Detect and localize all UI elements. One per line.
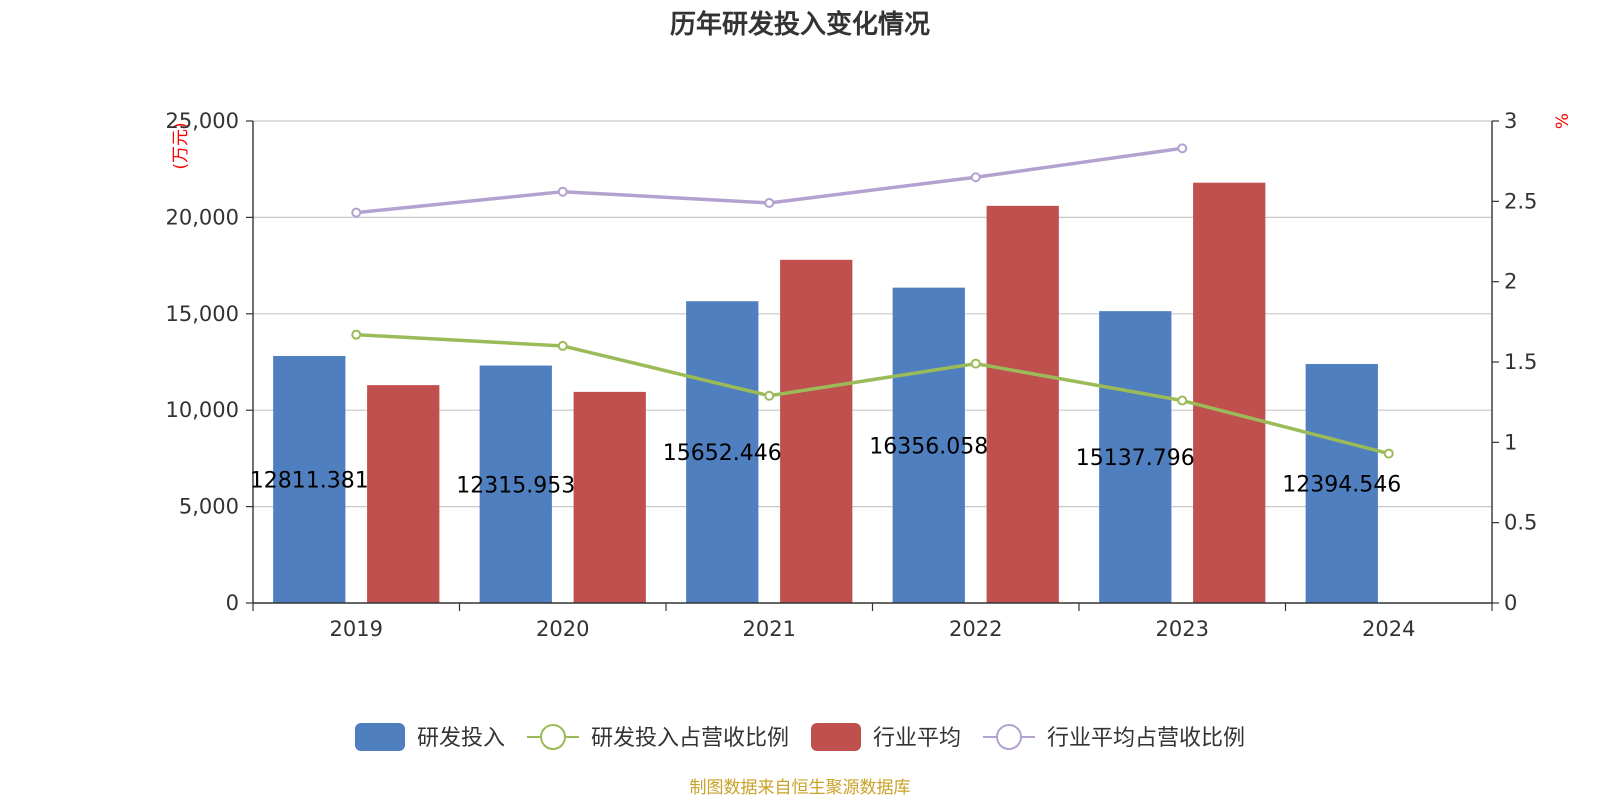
source-note: 制图数据来自恒生聚源数据库 [690, 778, 911, 798]
left-tick-label: 20,000 [166, 205, 239, 229]
right-tick-label: 2 [1504, 270, 1517, 294]
bar-研发投入 [479, 365, 552, 603]
bar-data-label: 16356.058 [869, 434, 988, 459]
point-研发投入占营收比例 [1177, 395, 1188, 406]
x-tick-label: 2019 [330, 617, 383, 641]
legend: 研发投入 研发投入占营收比例 行业平均 行业平均占营收比例 [355, 723, 1245, 751]
bar-研发投入 [686, 301, 759, 603]
legend-label: 行业平均占营收比例 [1047, 726, 1245, 751]
line-研发投入占营收比例 [356, 332, 1390, 456]
point-行业平均占营收比例 [351, 207, 362, 218]
chart-title: 历年研发投入变化情况 [670, 9, 930, 40]
bar-行业平均 [367, 385, 440, 603]
x-tick-label: 2023 [1156, 617, 1209, 641]
legend-label: 研发投入占营收比例 [591, 726, 789, 751]
legend-label: 行业平均 [873, 726, 961, 751]
left-tick-label: 0 [226, 591, 239, 615]
bar-data-label: 15652.446 [663, 441, 782, 466]
point-研发投入占营收比例 [351, 329, 362, 340]
bar-data-label: 12394.546 [1282, 473, 1401, 498]
bar-行业平均 [573, 391, 646, 603]
left-tick-label: 15,000 [166, 302, 239, 326]
left-tick-label: 10,000 [166, 398, 239, 422]
right-tick-label: 2.5 [1504, 189, 1537, 213]
right-axis-unit: % [1553, 113, 1573, 129]
bars [273, 182, 1378, 604]
bar-研发投入 [892, 287, 965, 603]
right-tick-label: 1 [1504, 430, 1517, 454]
left-tick-label: 25,000 [166, 109, 239, 133]
point-行业平均占营收比例 [557, 186, 568, 197]
bar-data-label: 15137.796 [1076, 446, 1195, 471]
legend-label: 研发投入 [417, 726, 505, 751]
right-tick-label: 0.5 [1504, 511, 1537, 535]
point-研发投入占营收比例 [764, 390, 775, 401]
legend-marker-研发投入占营收比例 [540, 724, 566, 750]
bar-行业平均 [780, 259, 853, 603]
data-labels: 12811.381 12315.953 15652.446 16356.058 1513… [250, 434, 1401, 498]
gridlines [253, 120, 1492, 508]
bar-data-label: 12315.953 [456, 473, 575, 498]
bar-研发投入 [1305, 364, 1378, 603]
right-tick-label: 3 [1504, 109, 1517, 133]
bar-研发投入 [273, 355, 346, 603]
lines [351, 143, 1394, 459]
x-tick-label: 2020 [536, 617, 589, 641]
right-tick-label: 1.5 [1504, 350, 1537, 374]
legend-marker-行业平均占营收比例 [996, 724, 1022, 750]
legend-swatch-研发投入 [355, 723, 405, 751]
left-tick-label: 5,000 [179, 495, 239, 519]
x-tick-label: 2022 [949, 617, 1002, 641]
legend-swatch-行业平均 [811, 723, 861, 751]
point-研发投入占营收比例 [1383, 448, 1394, 459]
bar-行业平均 [1193, 182, 1266, 604]
point-行业平均占营收比例 [970, 172, 981, 183]
x-tick-label: 2024 [1362, 617, 1415, 641]
right-tick-label: 0 [1504, 591, 1517, 615]
point-研发投入占营收比例 [557, 340, 568, 351]
point-行业平均占营收比例 [1177, 143, 1188, 154]
point-研发投入占营收比例 [970, 358, 981, 369]
bar-data-label: 12811.381 [250, 468, 369, 493]
bar-研发投入 [1099, 311, 1172, 603]
x-tick-label: 2021 [743, 617, 796, 641]
left-axis-unit: (万元) [171, 122, 191, 169]
bar-行业平均 [986, 205, 1059, 603]
axes: 0 5,000 10,000 15,000 20,000 25,000 0 0.5 1 1.5 2 2… [166, 109, 1538, 641]
point-行业平均占营收比例 [764, 197, 775, 208]
